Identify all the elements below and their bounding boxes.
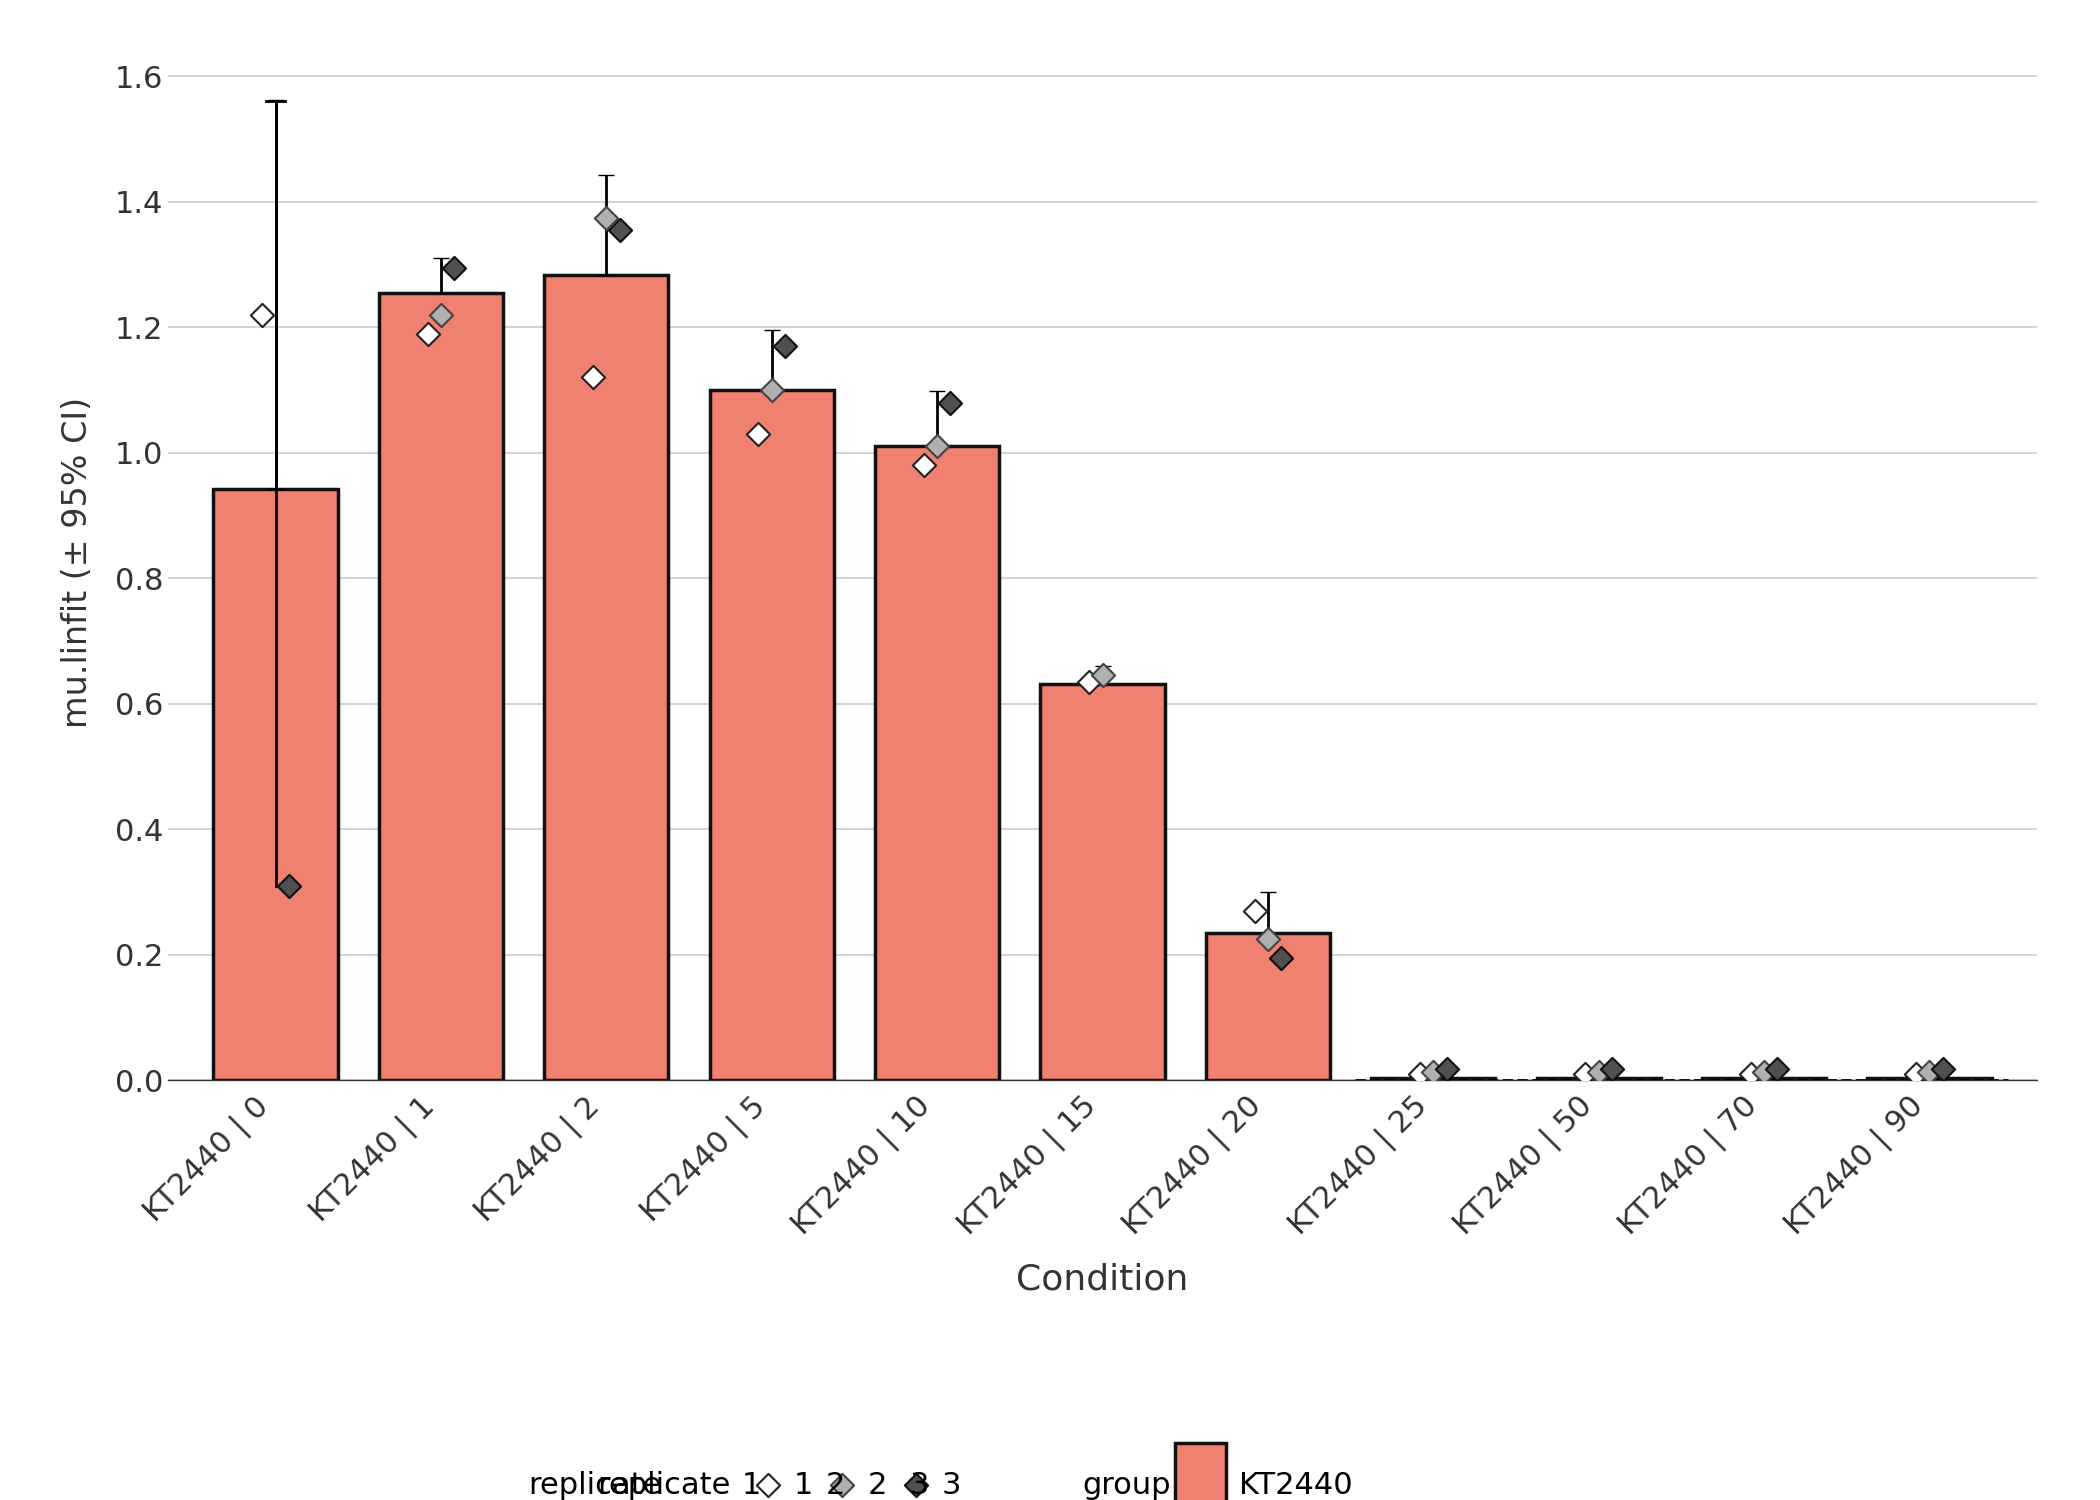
Point — [1252, 927, 1285, 951]
Point — [1418, 1060, 1451, 1084]
Text: group: group — [1082, 1470, 1172, 1500]
Point — [1264, 945, 1298, 969]
Point — [603, 217, 636, 242]
Bar — [710, 390, 834, 1080]
Point — [412, 321, 445, 345]
Point — [1237, 898, 1270, 922]
Point — [1086, 663, 1119, 687]
Point — [825, 1473, 859, 1497]
Point — [437, 255, 470, 279]
Y-axis label: mu.linfit (± 95% CI): mu.linfit (± 95% CI) — [61, 398, 94, 728]
Bar — [1040, 684, 1166, 1080]
Point — [920, 435, 953, 459]
Text: 3: 3 — [943, 1470, 962, 1500]
Point — [1569, 1062, 1602, 1086]
Point — [1430, 1058, 1464, 1082]
Text: KT2440: KT2440 — [1239, 1470, 1352, 1500]
Point — [741, 422, 775, 446]
Point — [1760, 1058, 1793, 1082]
Point — [934, 390, 968, 414]
Text: replicate: replicate — [527, 1470, 662, 1500]
Bar — [544, 274, 668, 1080]
Point — [1747, 1060, 1781, 1084]
Point — [899, 1473, 932, 1497]
Point — [907, 453, 941, 477]
Bar — [1867, 1078, 1991, 1080]
Text: 1: 1 — [794, 1470, 813, 1500]
Point — [754, 378, 788, 402]
Point — [1073, 669, 1107, 693]
Point — [246, 303, 279, 327]
Text: replicate: replicate — [596, 1470, 731, 1500]
Bar — [1703, 1078, 1827, 1080]
Text: 2: 2 — [867, 1470, 888, 1500]
Point — [1581, 1060, 1615, 1084]
Point — [590, 206, 624, 230]
Point — [424, 303, 458, 327]
FancyBboxPatch shape — [1174, 1443, 1226, 1500]
Bar — [876, 447, 1000, 1080]
Bar — [1205, 933, 1329, 1080]
Point — [1735, 1062, 1768, 1086]
Bar — [1537, 1078, 1661, 1080]
Point — [1403, 1062, 1436, 1086]
Point — [1913, 1060, 1947, 1084]
Text: 2: 2 — [825, 1470, 844, 1500]
Bar — [1371, 1078, 1495, 1080]
Point — [575, 366, 609, 390]
Bar — [378, 292, 502, 1080]
Point — [1900, 1062, 1934, 1086]
Point — [1926, 1058, 1959, 1082]
X-axis label: Condition: Condition — [1016, 1263, 1189, 1296]
Text: 3: 3 — [909, 1470, 928, 1500]
Text: 1: 1 — [741, 1470, 760, 1500]
Point — [752, 1473, 785, 1497]
Point — [769, 334, 802, 358]
Point — [1596, 1058, 1630, 1082]
Bar — [214, 489, 338, 1080]
Point — [271, 873, 304, 897]
